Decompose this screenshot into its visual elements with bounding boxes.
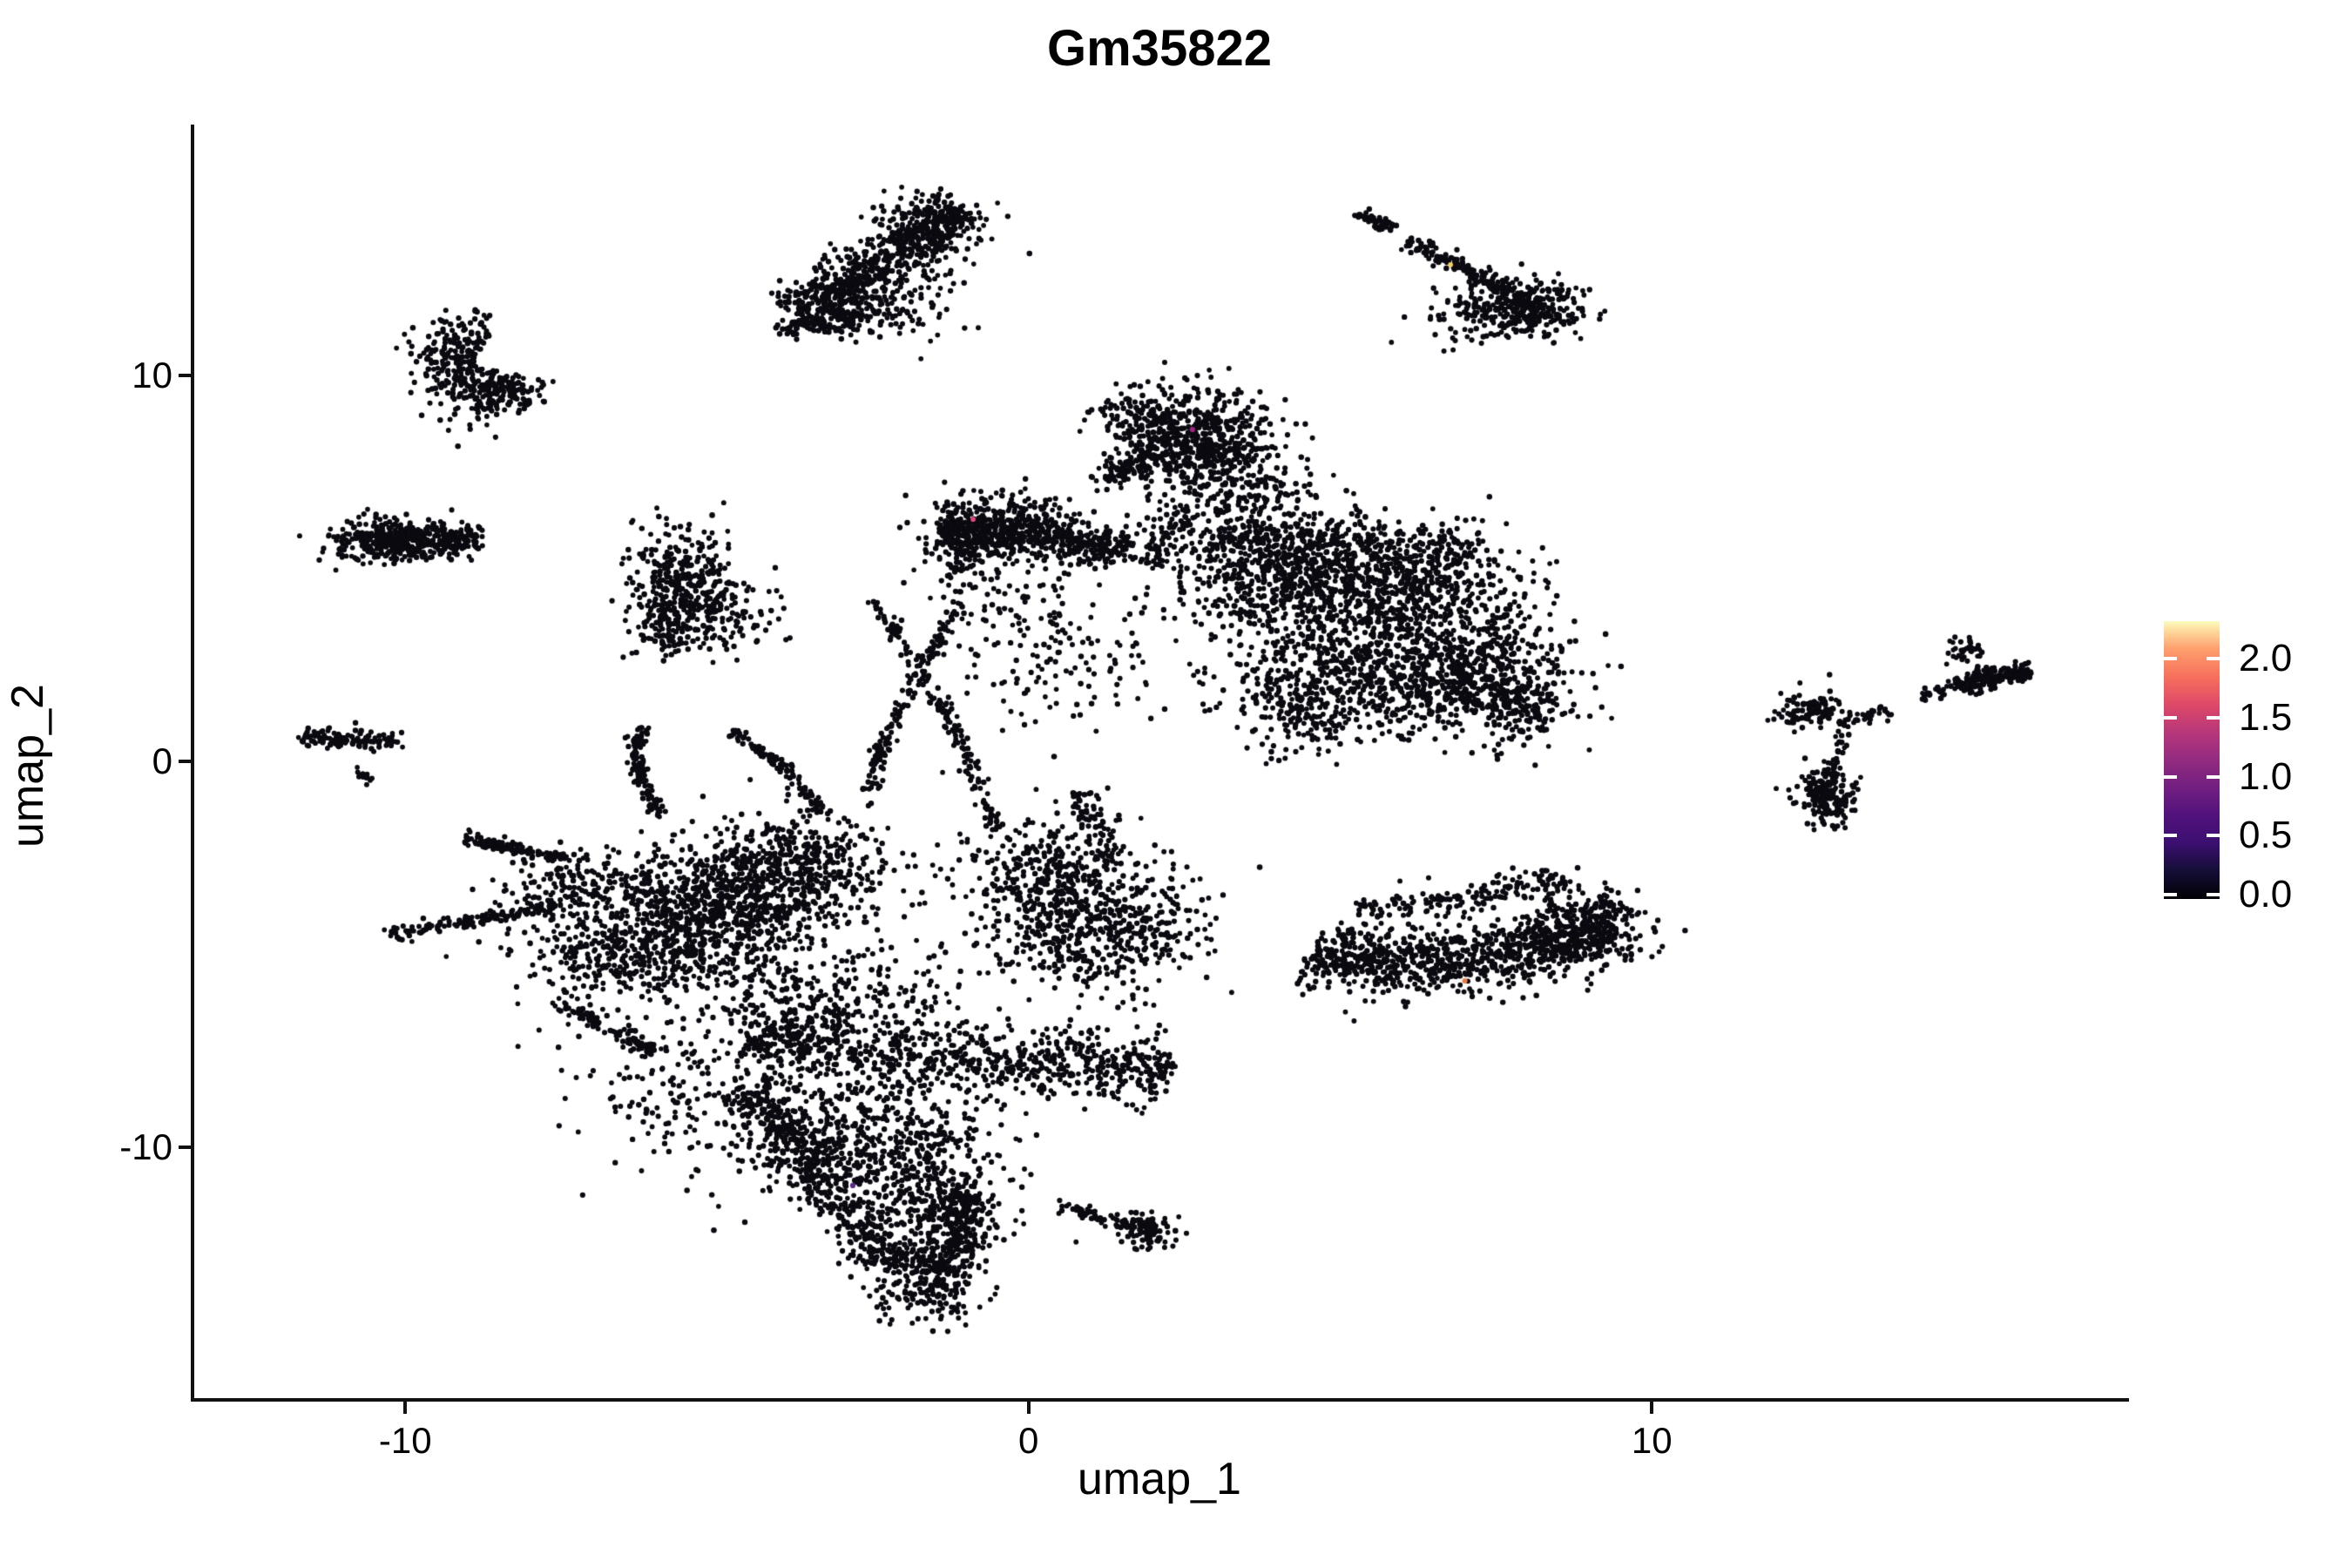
colorbar-tick-mark [2207, 834, 2220, 838]
x-tick-mark [1650, 1402, 1654, 1414]
colorbar-tick-label: 2.0 [2239, 637, 2293, 679]
plot-title: Gm35822 [1047, 20, 1272, 77]
x-tick-label: -10 [378, 1420, 432, 1461]
y-tick-mark [179, 1146, 191, 1150]
x-tick-mark [403, 1402, 408, 1414]
x-tick-mark [1026, 1402, 1031, 1414]
colorbar-tick-mark [2207, 657, 2220, 660]
x-tick-label: 10 [1631, 1420, 1673, 1461]
colorbar-tick-mark [2207, 774, 2220, 779]
colorbar-tick-mark [2164, 774, 2177, 779]
colorbar-tick-mark [2164, 834, 2177, 838]
colorbar-tick-label: 0.5 [2239, 814, 2293, 857]
colorbar-tick-label: 1.0 [2239, 754, 2293, 798]
x-axis-title: umap_1 [1078, 1454, 1241, 1504]
colorbar-tick-mark [2164, 893, 2177, 896]
y-axis-line [191, 125, 194, 1402]
y-tick-label: -10 [119, 1126, 172, 1168]
colorbar-tick-mark [2207, 715, 2220, 720]
y-tick-label: 10 [132, 354, 172, 395]
expression-colorbar [2164, 621, 2220, 899]
y-tick-label: 0 [152, 740, 172, 781]
colorbar-tick-label: 1.5 [2239, 695, 2293, 739]
x-axis-line [191, 1398, 2129, 1402]
y-tick-mark [179, 760, 191, 763]
x-tick-label: 0 [1018, 1420, 1039, 1461]
colorbar-tick-mark [2207, 893, 2220, 896]
colorbar-tick-label: 0.0 [2239, 873, 2293, 916]
y-tick-mark [179, 373, 191, 377]
colorbar-tick-mark [2164, 715, 2177, 720]
colorbar-tick-mark [2164, 657, 2177, 660]
